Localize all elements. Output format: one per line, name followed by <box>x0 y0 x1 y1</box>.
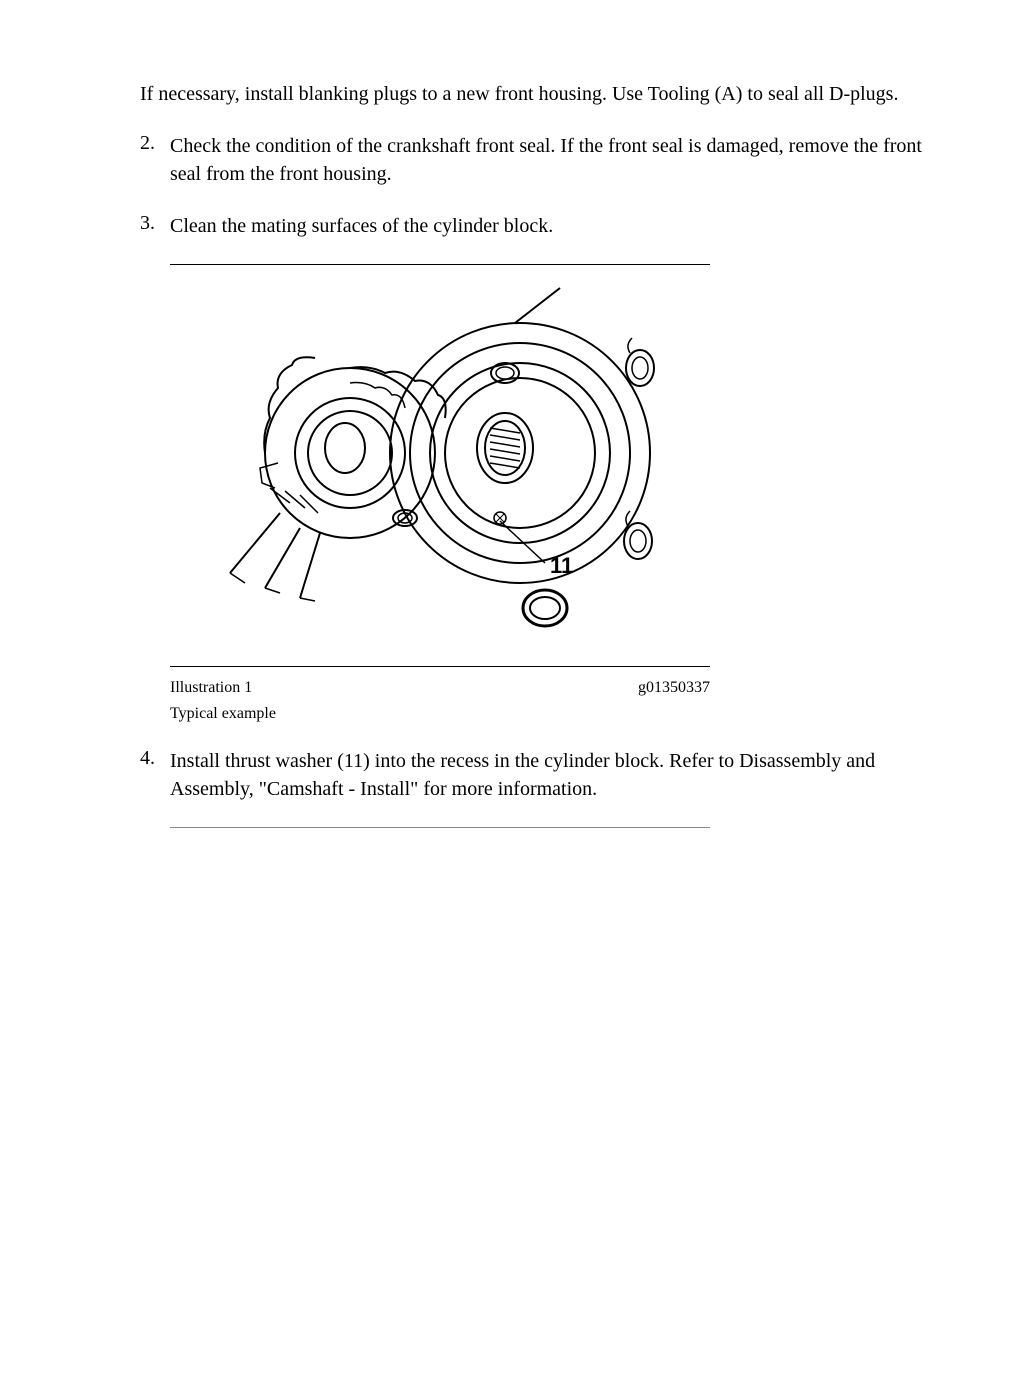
illustration-top-rule-2 <box>170 827 710 828</box>
step-3: 3. Clean the mating surfaces of the cyli… <box>140 212 924 240</box>
illustration-subtitle: Typical example <box>170 705 924 723</box>
step-text: Check the condition of the crankshaft fr… <box>170 132 924 188</box>
illustration-top-rule <box>170 264 710 265</box>
step-text: Install thrust washer (11) into the rece… <box>170 747 924 803</box>
step-number: 3. <box>140 212 170 240</box>
illustration-label: Illustration 1 <box>170 679 252 697</box>
intro-paragraph: If necessary, install blanking plugs to … <box>140 80 924 108</box>
illustration-block: 11 Illustration 1 g01350337 Typical exam… <box>170 264 924 723</box>
illustration-code: g01350337 <box>638 679 710 697</box>
illustration-block-2 <box>170 827 924 828</box>
illustration-bottom-rule <box>170 666 710 667</box>
callout-label: 11 <box>550 553 573 578</box>
step-text: Clean the mating surfaces of the cylinde… <box>170 212 924 240</box>
step-number: 4. <box>140 747 170 803</box>
technical-diagram: 11 <box>170 273 710 653</box>
illustration-caption-row: Illustration 1 g01350337 <box>170 679 710 697</box>
step-2: 2. Check the condition of the crankshaft… <box>140 132 924 188</box>
step-number: 2. <box>140 132 170 188</box>
step-4: 4. Install thrust washer (11) into the r… <box>140 747 924 803</box>
